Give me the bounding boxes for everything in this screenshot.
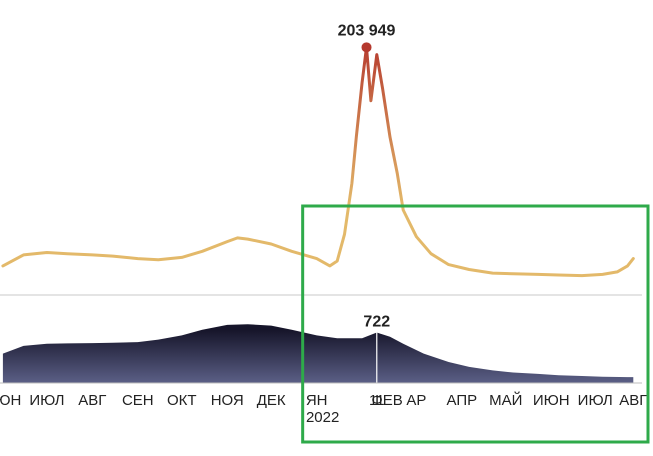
- x-tick-label: ДЕК: [257, 392, 286, 409]
- cases-line-layer: 203 949: [1, 22, 635, 278]
- x-tick-label: ЯН: [306, 392, 328, 409]
- x-tick-label: НОЯ: [211, 392, 244, 409]
- x-year-label: 2022: [306, 409, 339, 426]
- cases-peak-label: 203 949: [338, 22, 396, 39]
- x-tick-label: 11: [369, 392, 385, 409]
- deaths-area-layer: 722: [2, 313, 634, 383]
- x-tick-label: МАЙ: [489, 391, 522, 409]
- deaths-series-area: [2, 324, 634, 383]
- x-tick-label: АВГ: [78, 392, 106, 409]
- highlight-box: [301, 204, 650, 444]
- x-tick-label: ИЮЛ: [29, 392, 64, 409]
- x-tick-label: ИЮН: [0, 392, 21, 409]
- x-tick-label: АВГ: [619, 392, 647, 409]
- x-tick-label: ИЮН: [533, 392, 570, 409]
- cases-peak-marker: [361, 42, 372, 53]
- cases-series-line: [1, 45, 635, 278]
- x-tick-label: ФЕВ: [371, 392, 402, 409]
- x-tick-label: АПР: [446, 392, 477, 409]
- x-tick-label: ИЮЛ: [578, 392, 613, 409]
- x-tick-label: ОКТ: [167, 392, 197, 409]
- x-tick-label: СЕН: [122, 392, 154, 409]
- x-tick-label: АР: [406, 392, 426, 409]
- deaths-marker-label: 722: [363, 313, 390, 330]
